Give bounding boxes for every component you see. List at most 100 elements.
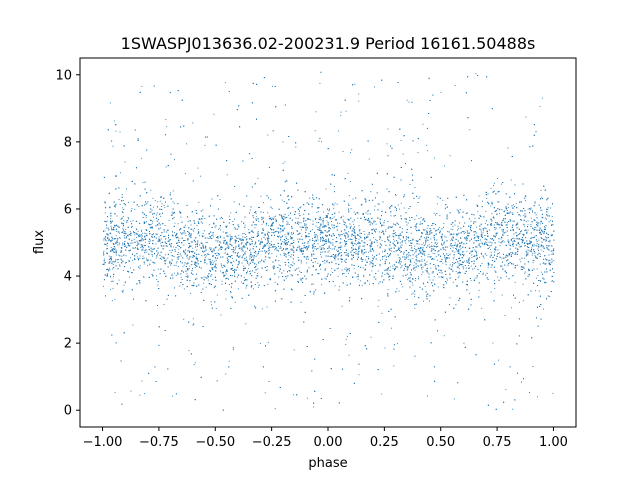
data-point xyxy=(260,195,262,197)
data-point xyxy=(270,278,272,280)
data-point xyxy=(369,248,371,250)
data-point xyxy=(165,119,167,120)
data-point xyxy=(281,225,283,227)
data-point xyxy=(257,282,259,284)
data-point xyxy=(455,304,457,306)
data-point xyxy=(464,238,466,239)
data-point xyxy=(291,254,293,256)
data-point xyxy=(340,114,342,116)
data-point xyxy=(384,347,386,349)
data-point xyxy=(347,254,349,256)
data-point xyxy=(414,252,416,254)
data-point xyxy=(374,209,375,211)
data-point xyxy=(212,279,214,281)
data-point xyxy=(183,244,185,246)
data-point xyxy=(480,231,482,233)
data-point xyxy=(179,229,181,231)
data-point xyxy=(429,256,431,258)
data-point xyxy=(123,235,125,237)
data-point xyxy=(180,277,182,278)
data-point xyxy=(307,258,309,260)
data-point xyxy=(192,257,194,259)
data-point xyxy=(551,245,553,247)
data-point xyxy=(436,244,438,245)
data-point xyxy=(322,217,324,219)
data-point xyxy=(426,227,428,229)
data-point xyxy=(211,250,213,252)
data-point xyxy=(512,253,514,255)
data-point xyxy=(341,305,343,307)
data-point xyxy=(509,252,511,254)
data-point xyxy=(254,224,256,226)
data-point xyxy=(345,276,347,277)
data-point xyxy=(493,279,495,281)
data-point xyxy=(486,197,488,199)
data-point xyxy=(430,251,432,253)
data-point xyxy=(544,217,546,219)
data-point xyxy=(482,232,484,234)
data-point xyxy=(241,247,243,249)
data-point xyxy=(279,270,281,272)
data-point xyxy=(160,238,162,240)
data-point xyxy=(238,237,240,239)
data-point xyxy=(459,249,461,251)
data-point xyxy=(220,263,222,265)
data-point xyxy=(200,277,202,279)
data-point xyxy=(511,212,513,214)
data-point xyxy=(173,232,175,234)
data-point xyxy=(118,279,120,281)
data-point xyxy=(225,232,227,233)
data-point xyxy=(252,288,254,290)
data-point xyxy=(285,247,287,249)
data-point xyxy=(253,217,255,219)
data-point xyxy=(416,256,418,258)
data-point xyxy=(155,257,157,259)
data-point xyxy=(212,260,214,262)
data-point xyxy=(230,262,232,264)
data-point xyxy=(545,240,547,242)
data-point xyxy=(534,202,536,204)
data-point xyxy=(433,222,435,224)
data-point xyxy=(333,186,335,187)
data-point xyxy=(435,242,437,244)
data-point xyxy=(306,397,308,399)
data-point xyxy=(226,254,228,255)
data-point xyxy=(399,257,401,259)
data-point xyxy=(161,206,162,207)
data-point xyxy=(474,277,476,279)
data-point xyxy=(275,248,276,250)
data-point xyxy=(182,266,184,268)
data-point xyxy=(443,226,444,228)
data-point xyxy=(222,247,224,249)
data-point xyxy=(538,246,540,247)
data-point xyxy=(443,247,445,249)
data-point xyxy=(119,237,121,239)
data-point xyxy=(358,241,360,243)
data-point xyxy=(536,241,538,242)
data-point xyxy=(505,231,507,233)
data-point xyxy=(264,245,266,247)
data-point xyxy=(413,261,415,263)
data-point xyxy=(112,288,114,290)
data-point xyxy=(381,240,383,242)
data-point xyxy=(470,220,472,222)
data-point xyxy=(134,258,135,260)
data-point xyxy=(178,248,180,250)
data-point xyxy=(192,318,194,320)
data-point xyxy=(345,252,347,254)
data-point xyxy=(325,188,327,190)
data-point xyxy=(541,230,543,232)
data-point xyxy=(398,223,399,225)
data-point xyxy=(202,232,204,234)
data-point xyxy=(139,267,141,269)
data-point xyxy=(146,233,148,235)
data-point xyxy=(445,236,447,238)
data-point xyxy=(433,235,435,237)
data-point xyxy=(172,201,174,203)
data-point xyxy=(449,155,451,157)
data-point xyxy=(150,189,152,191)
data-point xyxy=(267,341,269,343)
data-point xyxy=(421,250,423,252)
data-point xyxy=(524,272,526,274)
data-point xyxy=(547,240,549,242)
